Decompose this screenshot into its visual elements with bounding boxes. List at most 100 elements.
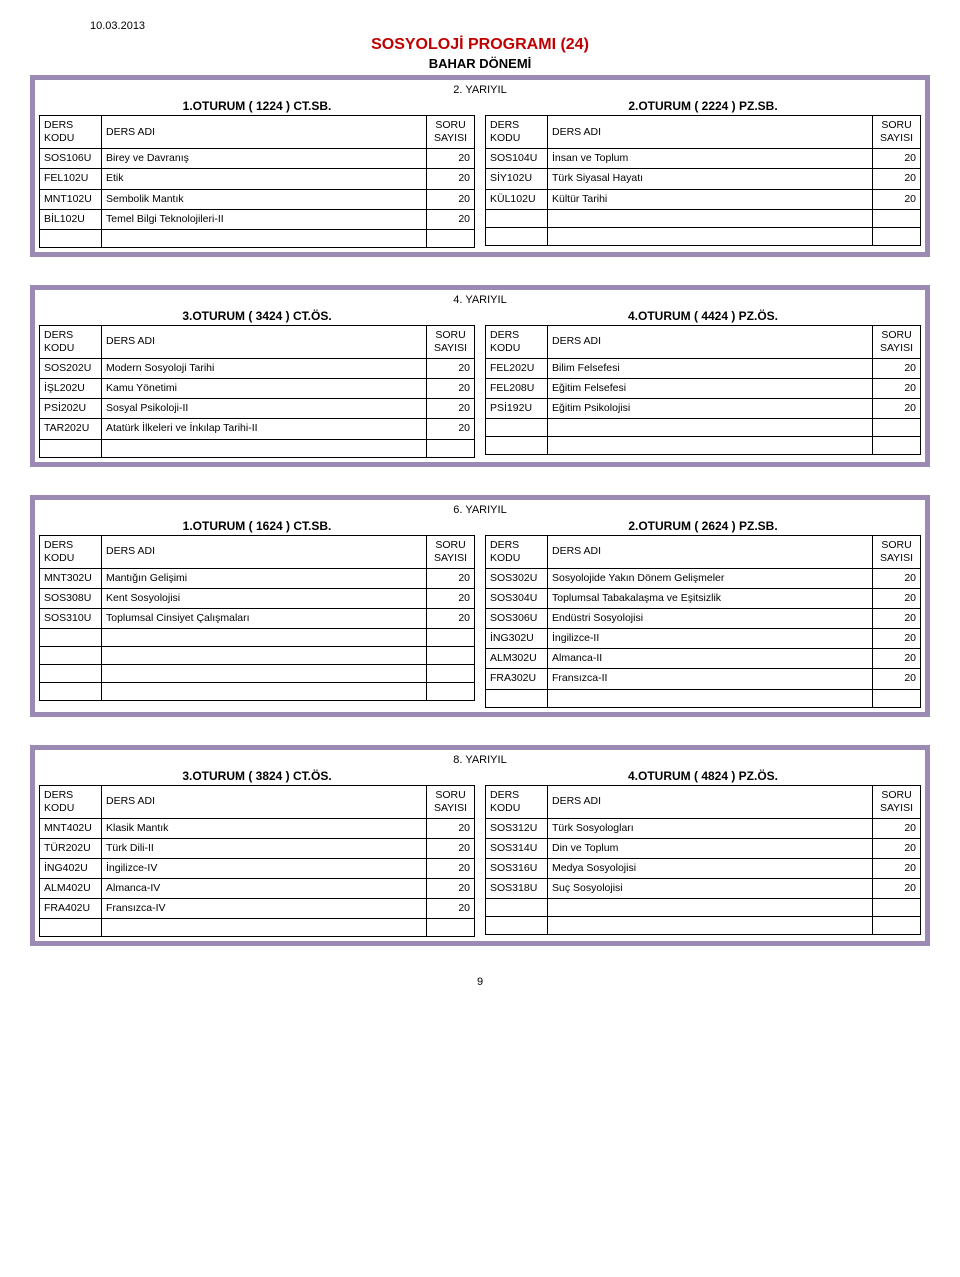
cell-count: 20	[427, 879, 475, 899]
cell-code: KÜL102U	[486, 189, 548, 209]
cell-name: Kent Sosyolojisi	[102, 588, 427, 608]
cell-count: 20	[873, 169, 921, 189]
cell-code: FEL208U	[486, 379, 548, 399]
table-row: SİY102UTürk Siyasal Hayatı20	[486, 169, 921, 189]
cell-count: 20	[873, 568, 921, 588]
cell-name: Almanca-IV	[102, 879, 427, 899]
empty-row	[40, 629, 475, 647]
cell-name: Türk Siyasal Hayatı	[548, 169, 873, 189]
table-row: SOS312UTürk Sosyologları20	[486, 818, 921, 838]
cell-count: 20	[873, 399, 921, 419]
page-number: 9	[30, 976, 930, 988]
cell-code: TAR202U	[40, 419, 102, 439]
table-row: İNG402Uİngilizce-IV20	[40, 859, 475, 879]
empty-row	[486, 899, 921, 917]
oturum-title: 4.OTURUM ( 4424 ) PZ.ÖS.	[485, 309, 921, 323]
cell-name: Bilim Felsefesi	[548, 359, 873, 379]
yariyil-label: 2. YARIYIL	[39, 84, 921, 96]
cell-name: Sosyal Psikoloji-II	[102, 399, 427, 419]
table-row: FRA402UFransızca-IV20	[40, 899, 475, 919]
cell-code: FRA402U	[40, 899, 102, 919]
table-row: İNG302Uİngilizce-II20	[486, 629, 921, 649]
right-column: 4.OTURUM ( 4824 ) PZ.ÖS.DERS KODUDERS AD…	[485, 769, 921, 938]
table-row: BİL102UTemel Bilgi Teknolojileri-II20	[40, 209, 475, 229]
cell-name: Almanca-II	[548, 649, 873, 669]
cell-code: SOS312U	[486, 818, 548, 838]
header-ders-kodu: DERS KODU	[486, 325, 548, 358]
course-table: DERS KODUDERS ADISORU SAYISISOS302USosyo…	[485, 535, 921, 708]
cell-code: SOS318U	[486, 879, 548, 899]
cell-count: 20	[427, 379, 475, 399]
empty-row	[40, 665, 475, 683]
cell-name: Mantığın Gelişimi	[102, 568, 427, 588]
table-row: İŞL202UKamu Yönetimi20	[40, 379, 475, 399]
section-frame: 8. YARIYIL3.OTURUM ( 3824 ) CT.ÖS.DERS K…	[30, 745, 930, 947]
table-row: SOS106UBirey ve Davranış20	[40, 149, 475, 169]
cell-code: ALM302U	[486, 649, 548, 669]
cell-code: SOS306U	[486, 609, 548, 629]
table-row: SOS302USosyolojide Yakın Dönem Gelişmele…	[486, 568, 921, 588]
cell-count: 20	[873, 189, 921, 209]
cell-name: İngilizce-IV	[102, 859, 427, 879]
empty-row	[486, 419, 921, 437]
cell-name: Sembolik Mantık	[102, 189, 427, 209]
cell-name: Modern Sosyoloji Tarihi	[102, 359, 427, 379]
header-ders-kodu: DERS KODU	[40, 535, 102, 568]
left-column: 1.OTURUM ( 1224 ) CT.SB.DERS KODUDERS AD…	[39, 99, 475, 248]
table-row: PSİ192UEğitim Psikolojisi20	[486, 399, 921, 419]
header-ders-adi: DERS ADI	[548, 325, 873, 358]
cell-name: Din ve Toplum	[548, 838, 873, 858]
cell-name: Toplumsal Tabakalaşma ve Eşitsizlik	[548, 588, 873, 608]
header-ders-kodu: DERS KODU	[40, 116, 102, 149]
cell-code: PSİ202U	[40, 399, 102, 419]
table-row: FRA302UFransızca-II20	[486, 669, 921, 689]
cell-code: SOS104U	[486, 149, 548, 169]
course-table: DERS KODUDERS ADISORU SAYISISOS106UBirey…	[39, 115, 475, 248]
cell-count: 20	[873, 879, 921, 899]
cell-name: Toplumsal Cinsiyet Çalışmaları	[102, 609, 427, 629]
cell-name: Sosyolojide Yakın Dönem Gelişmeler	[548, 568, 873, 588]
cell-count: 20	[873, 609, 921, 629]
cell-code: SOS316U	[486, 859, 548, 879]
cell-count: 20	[427, 149, 475, 169]
cell-count: 20	[427, 399, 475, 419]
section-frame: 6. YARIYIL1.OTURUM ( 1624 ) CT.SB.DERS K…	[30, 495, 930, 717]
cell-name: İnsan ve Toplum	[548, 149, 873, 169]
header-ders-kodu: DERS KODU	[486, 535, 548, 568]
cell-count: 20	[427, 609, 475, 629]
cell-name: İngilizce-II	[548, 629, 873, 649]
empty-row	[40, 229, 475, 247]
section-frame: 4. YARIYIL 3.OTURUM ( 3424 ) CT.ÖS.DERS K…	[30, 285, 930, 467]
cell-name: Endüstri Sosyolojisi	[548, 609, 873, 629]
cell-count: 20	[873, 149, 921, 169]
cell-count: 20	[427, 169, 475, 189]
cell-code: İŞL202U	[40, 379, 102, 399]
cell-name: Eğitim Felsefesi	[548, 379, 873, 399]
cell-name: Atatürk İlkeleri ve İnkılap Tarihi-II	[102, 419, 427, 439]
header-soru-sayisi: SORU SAYISI	[427, 116, 475, 149]
left-column: 3.OTURUM ( 3424 ) CT.ÖS.DERS KODUDERS AD…	[39, 309, 475, 458]
cell-code: SOS308U	[40, 588, 102, 608]
left-column: 3.OTURUM ( 3824 ) CT.ÖS.DERS KODUDERS AD…	[39, 769, 475, 938]
cell-code: FRA302U	[486, 669, 548, 689]
cell-code: MNT102U	[40, 189, 102, 209]
empty-row	[40, 439, 475, 457]
yariyil-label: 4. YARIYIL	[39, 294, 921, 306]
cell-count: 20	[873, 588, 921, 608]
cell-name: Klasik Mantık	[102, 818, 427, 838]
right-column: 2.OTURUM ( 2224 ) PZ.SB.DERS KODUDERS AD…	[485, 99, 921, 248]
cell-name: Medya Sosyolojisi	[548, 859, 873, 879]
cell-name: Suç Sosyolojisi	[548, 879, 873, 899]
table-row: FEL208UEğitim Felsefesi20	[486, 379, 921, 399]
cell-name: Eğitim Psikolojisi	[548, 399, 873, 419]
header-ders-kodu: DERS KODU	[486, 785, 548, 818]
header-ders-kodu: DERS KODU	[40, 325, 102, 358]
cell-name: Kültür Tarihi	[548, 189, 873, 209]
header-soru-sayisi: SORU SAYISI	[873, 535, 921, 568]
table-row: TAR202UAtatürk İlkeleri ve İnkılap Tarih…	[40, 419, 475, 439]
cell-code: MNT402U	[40, 818, 102, 838]
cell-count: 20	[873, 649, 921, 669]
header-ders-kodu: DERS KODU	[486, 116, 548, 149]
cell-count: 20	[873, 818, 921, 838]
table-row: FEL202UBilim Felsefesi20	[486, 359, 921, 379]
